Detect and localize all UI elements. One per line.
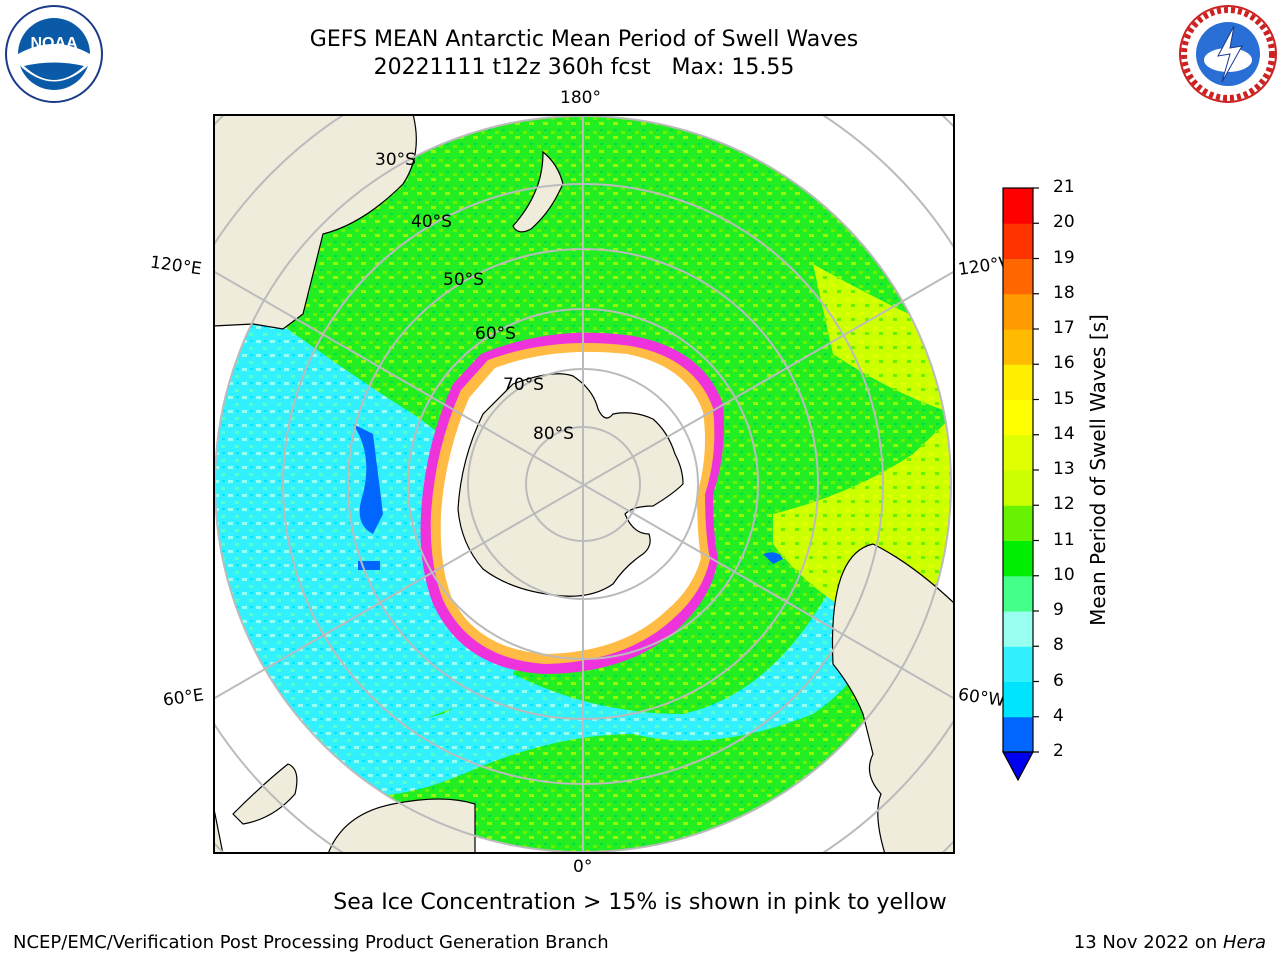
colorbar-band	[1003, 434, 1033, 471]
colorbar-tick-label: 10	[1053, 564, 1075, 585]
lat-label-40s: 40°S	[411, 212, 452, 232]
polar-map: 30°S 40°S 50°S 60°S 70°S 80°S	[213, 114, 955, 854]
lat-label-60s: 60°S	[475, 324, 516, 344]
nws-logo-icon	[1179, 5, 1277, 103]
antarctica	[457, 373, 684, 597]
sea-ice-note: Sea Ice Concentration > 15% is shown in …	[333, 890, 947, 915]
map-subtitle: 20221111 t12z 360h fcst Max: 15.55	[373, 55, 795, 80]
colorbar-tick-label: 17	[1053, 318, 1075, 338]
colorbar-band	[1003, 364, 1033, 400]
lat-label-50s: 50°S	[443, 270, 484, 290]
swell-period-map	[213, 114, 955, 854]
colorbar-band	[1003, 575, 1033, 612]
colorbar-tick-label: 18	[1053, 282, 1075, 303]
colorbar-band	[1003, 223, 1033, 259]
footer-date-text: 13 Nov 2022 on	[1073, 932, 1223, 953]
colorbar-band	[1003, 646, 1033, 682]
footer-date: 13 Nov 2022 on Hera	[1074, 932, 1266, 953]
lat-label-30s: 30°S	[375, 150, 416, 170]
colorbar-tick-label: 12	[1053, 494, 1075, 515]
colorbar	[1001, 187, 1039, 782]
colorbar-band	[1003, 716, 1033, 753]
colorbar-tick-label: 13	[1053, 459, 1075, 479]
colorbar-band	[1003, 188, 1033, 224]
lon-label-180: 180°	[560, 88, 601, 108]
colorbar-tick-label: 20	[1053, 212, 1075, 233]
colorbar-band	[1003, 611, 1033, 647]
colorbar-tick-label: 9	[1053, 600, 1064, 620]
colorbar-band	[1003, 399, 1033, 436]
colorbar-band	[1003, 681, 1033, 718]
footer-credit: NCEP/EMC/Verification Post Processing Pr…	[13, 932, 609, 953]
colorbar-tick-label: 11	[1053, 529, 1075, 550]
colorbar-tick-label: 14	[1053, 423, 1075, 444]
colorbar-band	[1003, 329, 1033, 365]
lon-label-60e: 60°E	[161, 685, 206, 711]
colorbar-band	[1003, 293, 1033, 330]
footer-machine: Hera	[1222, 932, 1266, 953]
africa	[327, 798, 476, 854]
lon-label-120e: 120°E	[148, 252, 203, 280]
lat-label-80s: 80°S	[533, 424, 574, 444]
lat-label-70s: 70°S	[503, 375, 544, 395]
colorbar-tick-label: 8	[1053, 635, 1064, 656]
colorbar-under-triangle	[1001, 751, 1035, 782]
colorbar-tick-label: 21	[1053, 177, 1075, 197]
colorbar-band	[1003, 258, 1033, 295]
colorbar-band	[1003, 540, 1033, 577]
colorbar-tick-label: 2	[1053, 741, 1064, 761]
colorbar-tick-label: 19	[1053, 247, 1075, 268]
colorbar-tick-label: 16	[1053, 353, 1075, 374]
lon-label-0: 0°	[573, 857, 593, 877]
colorbar-label: Mean Period of Swell Waves [s]	[1086, 314, 1110, 626]
colorbar-tick-label: 4	[1053, 705, 1064, 726]
colorbar-tick-label: 6	[1053, 670, 1064, 691]
colorbar-tick-label: 15	[1053, 388, 1075, 409]
noaa-logo-icon: NOAA	[5, 5, 103, 103]
map-frame	[213, 114, 955, 854]
colorbar-band	[1003, 470, 1033, 506]
map-title: GEFS MEAN Antarctic Mean Period of Swell…	[309, 27, 859, 52]
noaa-logo-text: NOAA	[30, 35, 78, 52]
madagascar	[232, 763, 298, 825]
colorbar-band	[1003, 505, 1033, 541]
australia	[213, 114, 417, 330]
southern-africa-tip	[213, 803, 224, 854]
new-zealand	[512, 150, 564, 233]
